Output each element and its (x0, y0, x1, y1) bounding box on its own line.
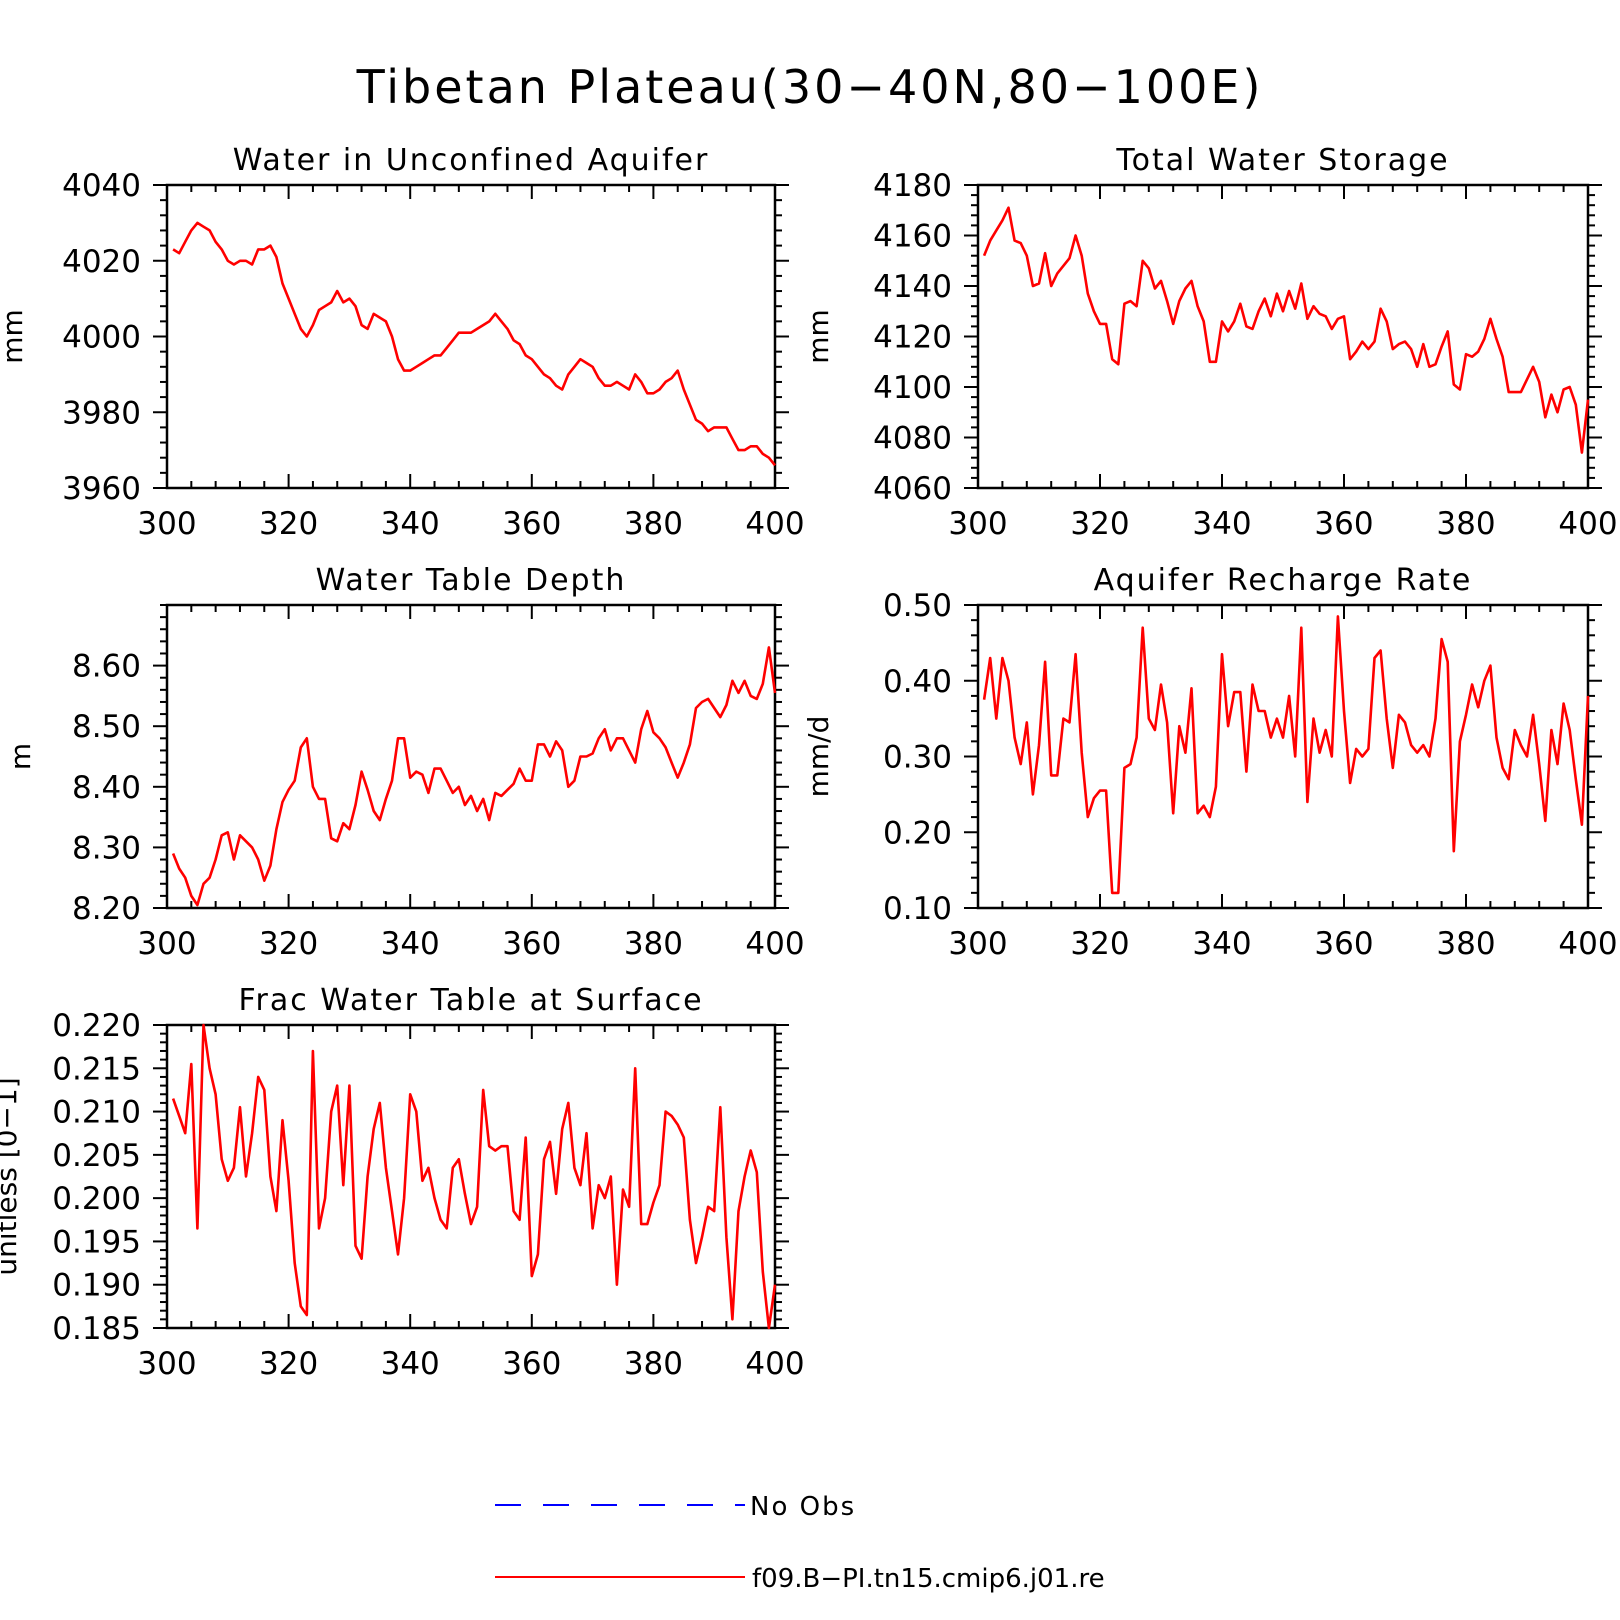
x-tick-label: 400 (1558, 926, 1617, 962)
y-tick-label: 0.50 (883, 588, 952, 624)
figure-title: Tibetan Plateau(30−40N,80−100E) (356, 60, 1264, 114)
y-axis-label: mm (0, 309, 29, 364)
y-tick-label: 0.210 (52, 1095, 141, 1131)
y-tick-label: 4180 (873, 168, 952, 204)
chart-panel-2: Total Water Storage mm 300 320 340 360 380 400 4… (802, 143, 1618, 542)
y-tick-label: 8.40 (72, 770, 141, 806)
y-tick-label: 4020 (62, 244, 141, 280)
y-tick-label: 4080 (873, 421, 952, 457)
x-tick-label: 380 (624, 1346, 683, 1382)
x-tick-label: 400 (745, 1346, 804, 1382)
panel-title: Total Water Storage (1115, 143, 1449, 178)
y-tick-label: 0.205 (52, 1138, 141, 1174)
y-tick-label: 0.185 (52, 1311, 141, 1347)
x-tick-label: 400 (1558, 506, 1617, 542)
series-line (172, 221, 777, 467)
series-line (982, 615, 1590, 895)
x-tick-label: 380 (624, 926, 683, 962)
panel-title: Water in Unconfined Aquifer (233, 143, 710, 178)
y-axis-label: mm (802, 309, 835, 364)
x-tick-label: 320 (259, 926, 318, 962)
x-tick-label: 360 (502, 506, 561, 542)
x-tick-label: 380 (624, 506, 683, 542)
panel-title: Aquifer Recharge Rate (1094, 563, 1473, 598)
x-tick-label: 380 (1436, 506, 1495, 542)
x-tick-label: 300 (948, 926, 1007, 962)
y-axis-label: mm/d (802, 716, 835, 798)
x-tick-label: 320 (1070, 506, 1129, 542)
legend-label-no-obs: No Obs (750, 1492, 856, 1522)
chart-panel-4: Aquifer Recharge Rate mm/d 300 320 340 360 380… (802, 563, 1618, 962)
y-tick-label: 4060 (873, 471, 952, 507)
y-tick-label: 8.20 (72, 891, 141, 927)
plot-frame (976, 603, 1590, 910)
x-tick-label: 340 (381, 506, 440, 542)
x-tick-label: 380 (1436, 926, 1495, 962)
series-line (982, 206, 1590, 454)
y-tick-label: 4140 (873, 269, 952, 305)
y-tick-label: 4160 (873, 219, 952, 255)
x-tick-label: 360 (1314, 926, 1373, 962)
x-tick-label: 340 (381, 1346, 440, 1382)
chart-panel-5: Frac Water Table at Surface unitless [0−1… (0, 983, 805, 1382)
x-tick-label: 300 (137, 926, 196, 962)
x-tick-label: 340 (381, 926, 440, 962)
legend: No Obs f09.B−PI.tn15.cmip6.j01.re (495, 1492, 1105, 1594)
y-tick-label: 4040 (62, 168, 141, 204)
y-tick-label: 0.190 (52, 1268, 141, 1304)
y-tick-label: 0.220 (52, 1008, 141, 1044)
series-line (171, 646, 777, 907)
panel-title: Frac Water Table at Surface (238, 983, 703, 1018)
y-tick-label: 0.30 (883, 740, 952, 776)
y-tick-label: 8.50 (72, 709, 141, 745)
y-tick-label: 0.215 (52, 1051, 141, 1087)
chart-panel-3: Water Table Depth m 300 320 340 360 380 400 8.20… (4, 563, 805, 962)
x-tick-label: 400 (745, 926, 804, 962)
x-tick-label: 360 (1314, 506, 1373, 542)
plot-frame (165, 603, 777, 910)
y-tick-label: 8.30 (72, 830, 141, 866)
y-tick-label: 0.10 (883, 891, 952, 927)
series-line (171, 1023, 777, 1330)
panels: Water in Unconfined Aquifer mm 300 320 340 36… (0, 143, 1618, 1382)
x-tick-label: 360 (502, 1346, 561, 1382)
x-tick-label: 360 (502, 926, 561, 962)
y-tick-label: 3960 (62, 471, 141, 507)
y-tick-label: 0.195 (52, 1224, 141, 1260)
chart-panel-1: Water in Unconfined Aquifer mm 300 320 340 36… (0, 143, 805, 542)
x-tick-label: 340 (1192, 506, 1251, 542)
y-tick-label: 3980 (62, 395, 141, 431)
x-tick-label: 320 (1070, 926, 1129, 962)
x-tick-label: 300 (137, 1346, 196, 1382)
x-tick-label: 300 (948, 506, 1007, 542)
y-tick-label: 4100 (873, 370, 952, 406)
plot-frame (165, 1023, 777, 1330)
x-tick-label: 320 (259, 1346, 318, 1382)
x-tick-label: 300 (137, 506, 196, 542)
plot-frame (165, 183, 777, 490)
x-tick-label: 400 (745, 506, 804, 542)
y-tick-label: 0.200 (52, 1181, 141, 1217)
x-tick-label: 320 (259, 506, 318, 542)
y-tick-label: 0.40 (883, 664, 952, 700)
y-axis-label: unitless [0−1] (0, 1077, 23, 1275)
y-tick-label: 4000 (62, 320, 141, 356)
y-tick-label: 4120 (873, 320, 952, 356)
legend-label-model: f09.B−PI.tn15.cmip6.j01.re (752, 1564, 1105, 1594)
y-axis-label: m (4, 743, 37, 770)
y-tick-label: 0.20 (883, 815, 952, 851)
y-tick-label: 8.60 (72, 649, 141, 685)
panel-title: Water Table Depth (316, 563, 627, 598)
x-tick-label: 340 (1192, 926, 1251, 962)
